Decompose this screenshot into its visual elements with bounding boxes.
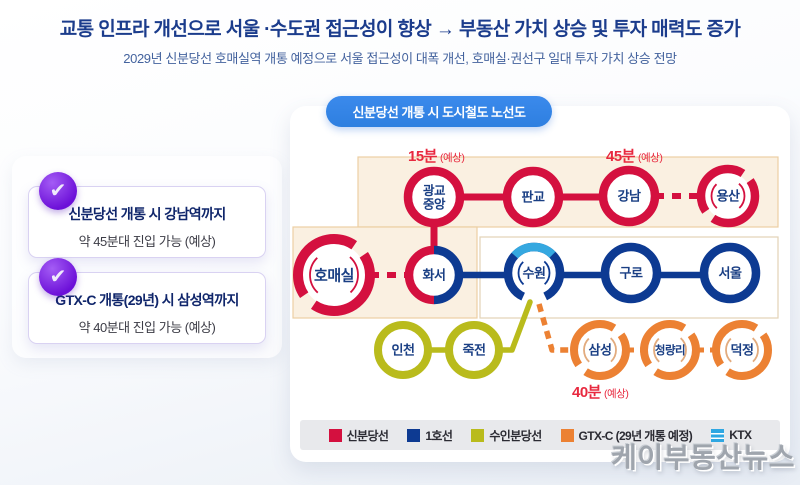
station-label-jukjeon: 죽전: [463, 343, 486, 358]
time-value: 45분: [606, 148, 636, 165]
station-label-homaesil: 호매실: [314, 267, 354, 284]
legend-label: 1호선: [425, 428, 453, 443]
legend-swatch: [471, 428, 485, 442]
station-yongsan: 용산: [696, 164, 760, 228]
highlight-card-sinbundang: ✔ 신분당선 개통 시 강남역까지 약 45분대 진입 가능 (예상): [28, 172, 266, 258]
station-gwanggyo-jungang: 광교 중앙: [403, 166, 465, 228]
legend-swatch: [407, 428, 421, 442]
highlight-card-gtxc: ✔ GTX-C 개통(29년) 시 삼성역까지 약 40분대 진입 가능 (예상…: [28, 258, 266, 344]
legend-item-3: GTX-C (29년 개통 예정): [560, 427, 693, 444]
station-suwon: 수원: [503, 242, 565, 304]
legend-item-2: 수인분당선: [471, 427, 542, 444]
station-homaesil: 호매실: [293, 234, 375, 316]
legend-item-0: 신분당선: [328, 427, 389, 444]
time-note: (예상): [604, 388, 629, 400]
time-note: (예상): [440, 152, 465, 164]
time-label-15min: 15분 (예상): [408, 145, 465, 166]
map-title-badge: 신분당선 개통 시 도시철도 노선도: [326, 96, 552, 127]
station-pangyo: 판교: [502, 166, 564, 228]
station-label-suwon: 수원: [523, 266, 546, 281]
legend-swatch: [328, 428, 342, 442]
station-label-cheongnyangni: 청량리: [655, 343, 685, 357]
station-jukjeon: 죽전: [445, 321, 503, 379]
station-label-guro: 구로: [620, 266, 643, 281]
station-label-gangnam: 강남: [618, 189, 641, 204]
time-label-40min: 40분 (예상): [572, 381, 629, 402]
page-title: 교통 인프라 개선으로 서울 ·수도권 접근성이 향상 → 부동산 가치 상승 …: [59, 19, 741, 40]
station-label-pangyo: 판교: [522, 190, 545, 205]
station-hwaseo: 화서: [404, 245, 464, 305]
legend: 신분당선 1호선 수인분당선 GTX-C (29년 개통 예정) KTX: [300, 420, 780, 450]
time-label-45min: 45분 (예상): [606, 145, 663, 166]
header: 교통 인프라 개선으로 서울 ·수도권 접근성이 향상 → 부동산 가치 상승 …: [0, 14, 800, 67]
station-label-gwanggyo-jungang: 광교 중앙: [423, 183, 446, 212]
highlight-subtitle: 약 40분대 진입 가능 (예상): [78, 320, 216, 335]
time-value: 40분: [572, 384, 602, 401]
station-label-yongsan: 용산: [717, 189, 740, 204]
time-value: 15분: [408, 148, 438, 165]
legend-item-1: 1호선: [407, 427, 453, 444]
station-samseong: 삼성: [570, 320, 630, 380]
legend-label: 신분당선: [346, 428, 389, 443]
page-subtitle: 2029년 신분당선 호매실역 개통 예정으로 서울 접근성이 대폭 개선, 호…: [123, 51, 677, 66]
station-label-samseong: 삼성: [589, 343, 612, 358]
legend-label: GTX-C (29년 개통 예정): [578, 428, 693, 443]
check-icon: ✔: [39, 172, 77, 210]
station-cheongnyangni: 청량리: [640, 320, 700, 380]
station-label-seoul: 서울: [719, 266, 742, 281]
highlight-title: GTX-C 개통(29년) 시 삼성역까지: [55, 292, 239, 308]
legend-swatch: [711, 428, 725, 442]
legend-swatch: [560, 428, 574, 442]
legend-label: KTX: [729, 428, 752, 442]
legend-label: 수인분당선: [489, 428, 542, 443]
link-gtxc-suwon-samseong: [536, 303, 574, 353]
station-guro: 구로: [600, 242, 662, 304]
station-label-hwaseo: 화서: [423, 268, 446, 283]
time-note: (예상): [638, 152, 663, 164]
legend-item-4: KTX: [711, 428, 752, 442]
station-label-incheon: 인천: [392, 343, 415, 358]
station-label-deokjeong: 덕정: [731, 343, 754, 358]
watermark: 케이부동산뉴스: [611, 442, 795, 473]
station-gangnam: 강남: [598, 165, 660, 227]
station-deokjeong: 덕정: [712, 320, 772, 380]
highlight-title: 신분당선 개통 시 강남역까지: [68, 206, 226, 222]
highlight-subtitle: 약 45분대 진입 가능 (예상): [78, 234, 216, 249]
check-icon: ✔: [39, 258, 77, 296]
station-incheon: 인천: [374, 321, 432, 379]
link-suin-incheon-suwon: [400, 299, 533, 353]
station-seoul: 서울: [699, 242, 761, 304]
